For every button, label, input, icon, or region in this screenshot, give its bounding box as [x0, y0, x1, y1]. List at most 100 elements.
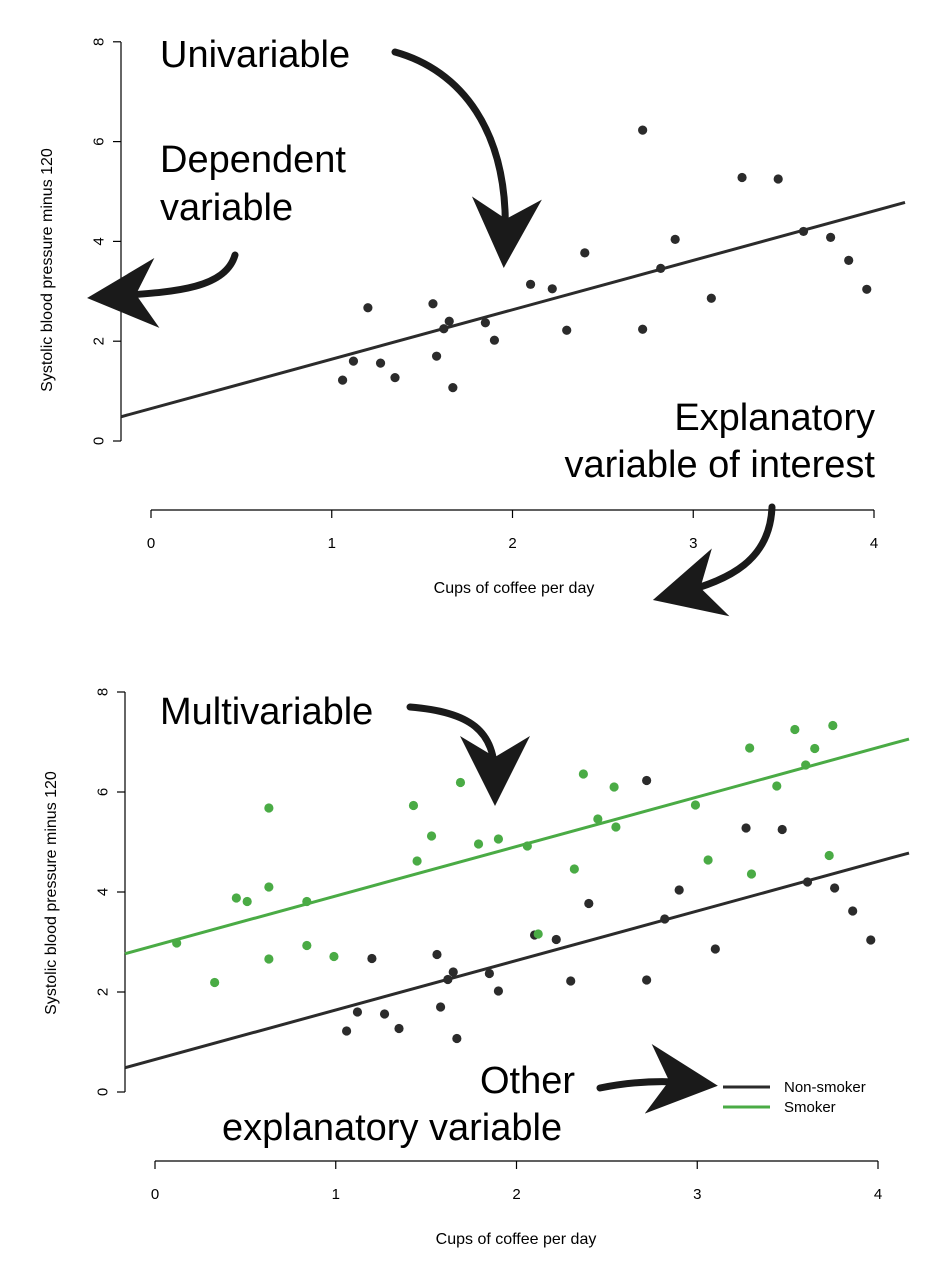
- data-point: [670, 234, 680, 245]
- data-point: [337, 375, 348, 385]
- data-point-smoker: [264, 954, 274, 964]
- regression-line-non-smoker: [124, 851, 910, 1070]
- data-point: [431, 351, 442, 361]
- data-point-smoker: [746, 869, 757, 879]
- arrow-multivariable: [406, 703, 530, 806]
- annotation-multivariable: Multivariable: [160, 691, 373, 733]
- chart-2: 0 2 4 6 8 0 1 2 3 4 Cups of coffee per day Systo…: [43, 688, 910, 1248]
- y-tick-label: 6: [91, 137, 108, 145]
- chart-2-x-axis-label: Cups of coffee per day: [436, 1231, 597, 1248]
- chart-1-y-axis-label: Systolic blood pressure minus 120: [39, 148, 56, 392]
- data-point: [525, 279, 536, 289]
- data-point-smoker: [609, 782, 619, 792]
- data-point-non-smoker: [674, 885, 684, 895]
- data-point: [348, 356, 359, 366]
- data-point-smoker: [611, 822, 621, 832]
- arrow-other: [596, 1044, 718, 1114]
- data-point: [656, 263, 666, 273]
- data-point: [706, 293, 716, 303]
- x-tick-label: 0: [151, 1186, 159, 1203]
- data-point-non-smoker: [484, 968, 494, 979]
- data-point-smoker: [824, 850, 834, 861]
- x-tick-label: 4: [870, 535, 878, 552]
- chart-2-points: [172, 720, 876, 1044]
- data-point-non-smoker: [394, 1023, 404, 1034]
- data-point-non-smoker: [642, 975, 652, 985]
- data-point-smoker: [408, 800, 419, 811]
- data-point-smoker: [329, 951, 339, 962]
- data-point: [375, 358, 386, 368]
- y-tick-label: 4: [91, 237, 108, 245]
- data-point-smoker: [473, 839, 484, 849]
- chart-2-y-axis: 0 2 4 6 8: [95, 688, 126, 1096]
- data-point-non-smoker: [866, 935, 876, 945]
- y-tick-label: 2: [95, 988, 112, 996]
- data-point-smoker: [703, 855, 713, 865]
- data-point-non-smoker: [710, 944, 720, 954]
- data-point-smoker: [231, 893, 241, 903]
- data-point-non-smoker: [777, 824, 787, 835]
- data-point-smoker: [593, 814, 603, 824]
- data-point-non-smoker: [341, 1026, 352, 1036]
- data-point-non-smoker: [452, 1033, 462, 1044]
- data-point: [562, 325, 572, 335]
- x-tick-label: 4: [874, 1186, 882, 1203]
- data-point-non-smoker: [352, 1007, 363, 1017]
- data-point: [826, 232, 836, 243]
- regression-line: [120, 201, 906, 419]
- x-tick-label: 2: [508, 535, 516, 552]
- data-point-non-smoker: [443, 974, 453, 985]
- x-tick-label: 3: [689, 535, 697, 552]
- data-point: [737, 172, 747, 183]
- chart-1-points: [337, 125, 872, 393]
- data-point-smoker: [569, 864, 579, 874]
- legend: Non-smoker Smoker: [723, 1079, 866, 1116]
- data-point: [862, 284, 872, 294]
- data-point-non-smoker: [432, 949, 442, 960]
- y-tick-label: 0: [95, 1088, 112, 1096]
- annotation-other-line1: Other: [480, 1060, 575, 1102]
- chart-1-fit-lines: [120, 201, 906, 419]
- data-point-non-smoker: [642, 775, 652, 786]
- x-tick-label: 0: [147, 535, 155, 552]
- y-tick-label: 8: [95, 688, 112, 696]
- data-point-smoker: [242, 896, 252, 907]
- data-point-smoker: [264, 882, 274, 892]
- legend-label-non-smoker: Non-smoker: [784, 1079, 866, 1096]
- arrow-univariable: [391, 48, 542, 268]
- data-point-smoker: [772, 781, 782, 791]
- data-point: [798, 226, 809, 237]
- data-point-non-smoker: [435, 1002, 446, 1012]
- data-point: [638, 324, 648, 334]
- data-point: [444, 316, 454, 326]
- data-point: [580, 248, 590, 258]
- data-point: [480, 318, 490, 328]
- chart-1: 0 2 4 6 8 0 1 2 3 4 Cups of coffee per day Systo…: [39, 34, 906, 617]
- data-point-smoker: [210, 977, 220, 988]
- data-point-non-smoker: [584, 898, 594, 909]
- arrow-dependent: [87, 251, 239, 328]
- data-point: [844, 255, 854, 265]
- annotation-univariable: Univariable: [160, 34, 350, 76]
- annotation-other-line2: explanatory variable: [222, 1107, 562, 1149]
- data-point-smoker: [455, 777, 466, 788]
- data-point-non-smoker: [493, 986, 504, 996]
- chart-2-x-axis: 0 1 2 3 4: [151, 1160, 882, 1203]
- y-tick-label: 4: [95, 888, 112, 896]
- data-point-non-smoker: [830, 883, 840, 893]
- chart-2-y-axis-label: Systolic blood pressure minus 120: [43, 771, 60, 1015]
- data-point-smoker: [745, 743, 755, 753]
- data-point-non-smoker: [802, 877, 813, 887]
- data-point-smoker: [412, 856, 422, 866]
- legend-label-smoker: Smoker: [784, 1099, 836, 1116]
- regression-line-smoker: [124, 737, 910, 956]
- data-point-non-smoker: [379, 1009, 390, 1019]
- data-point: [547, 284, 557, 294]
- annotation-explanatory-line2: variable of interest: [565, 444, 876, 486]
- data-point-smoker: [302, 896, 312, 907]
- data-point: [489, 335, 500, 345]
- data-point-smoker: [533, 929, 543, 939]
- data-point-smoker: [801, 760, 811, 770]
- x-tick-label: 2: [512, 1186, 520, 1203]
- arrow-explanatory: [652, 503, 776, 617]
